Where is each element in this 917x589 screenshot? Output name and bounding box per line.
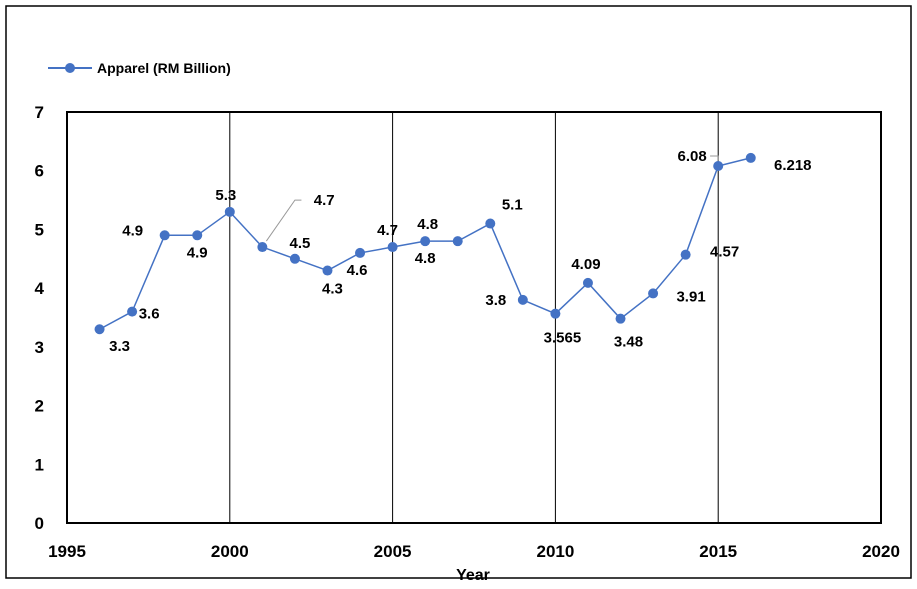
data-point [648,288,659,299]
y-tick-label: 1 [35,455,44,474]
data-point [127,306,138,317]
y-tick-label: 0 [35,514,44,533]
data-label: 4.7 [377,222,398,239]
chart-frame [5,5,912,579]
data-point [159,230,170,241]
data-label: 4.5 [289,235,310,252]
x-tick-label: 1995 [48,542,86,561]
data-point [387,242,398,253]
plot-area: 0 1 2 3 4 5 6 7 1995 2000 2005 2010 2015 2020 3.3 3.6 4.… [35,103,900,561]
data-point [452,236,463,247]
y-tick-label: 3 [35,338,44,357]
data-label: 4.8 [415,250,436,267]
data-point [192,230,203,241]
x-tick-label: 2015 [699,542,737,561]
data-label: 4.3 [322,281,343,298]
data-point [680,249,691,260]
data-label: 6.08 [678,148,707,165]
legend-label: Apparel (RM Billion) [97,60,231,76]
y-tick-label: 5 [35,220,44,239]
data-point [517,294,528,305]
data-point [224,206,235,217]
data-point [257,242,268,253]
legend: Apparel (RM Billion) [48,60,231,76]
data-label: 4.9 [122,222,143,239]
leader-line [265,199,302,242]
x-tick-label: 2020 [862,542,900,561]
data-label: 4.6 [347,262,368,279]
data-label: 4.9 [187,244,208,261]
data-label: 5.1 [502,197,523,214]
plot-border [66,111,882,524]
data-label: 4.57 [710,244,739,261]
data-point [550,308,561,319]
data-label: 4.7 [314,192,335,209]
data-point [582,277,593,288]
data-label: 5.3 [215,187,236,204]
data-label: 3.6 [139,306,160,323]
x-tick-label: 2010 [536,542,574,561]
data-label: 3.48 [614,334,643,351]
y-tick-label: 4 [35,279,45,298]
data-point [420,236,431,247]
legend-point-marker [65,63,75,73]
x-tick-label: 2000 [211,542,249,561]
data-label: 3.91 [676,288,705,305]
data-point [94,324,105,335]
y-tick-label: 7 [35,103,44,122]
data-point [745,152,756,163]
data-point [322,265,333,276]
data-label: 3.8 [485,292,506,309]
data-point [713,161,724,172]
x-axis-title: Year [456,567,490,584]
data-label: 4.8 [417,216,438,233]
data-label: 3.3 [109,338,130,355]
y-tick-label: 2 [35,397,44,416]
x-tick-label: 2005 [374,542,412,561]
data-point [485,218,496,229]
data-label: 3.565 [544,330,582,347]
data-label: 6.218 [774,157,812,174]
data-point [355,247,366,258]
data-label: 4.09 [571,256,600,273]
leader-line [710,155,719,161]
data-point [615,313,626,324]
y-tick-label: 6 [35,162,44,181]
data-point [289,253,300,264]
